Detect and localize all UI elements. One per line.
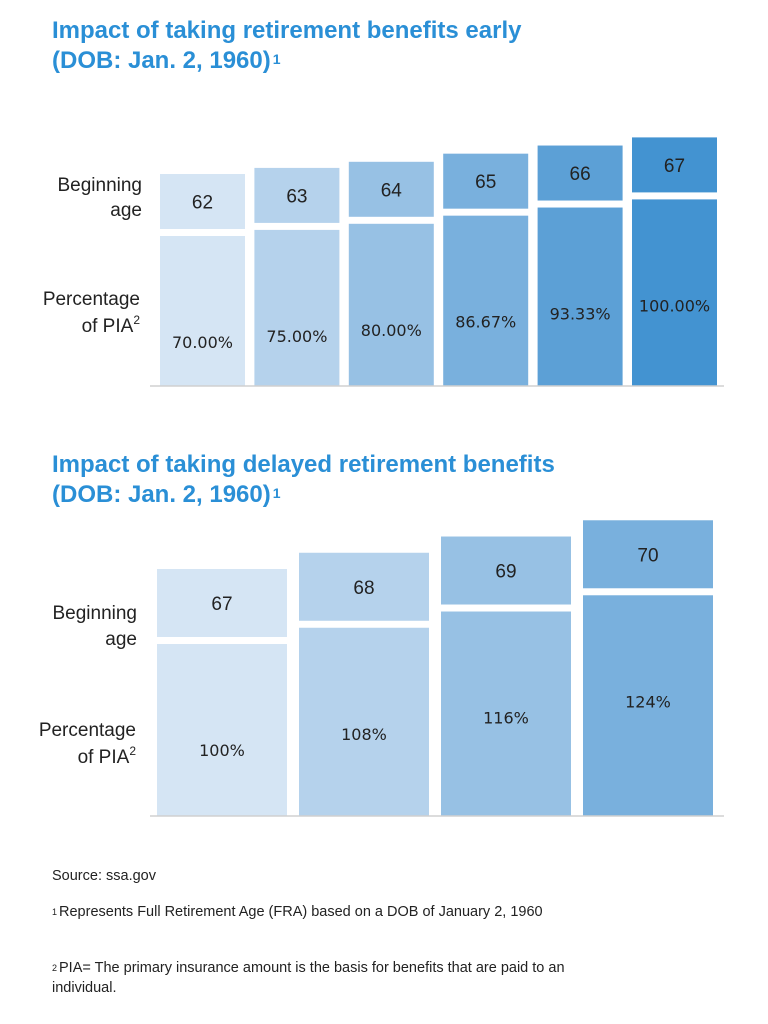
footnote-2-text: PIA= The primary insurance amount is the… (52, 960, 565, 996)
chart1-age-box-67 (632, 137, 717, 193)
chart1-age-box-65 (443, 153, 529, 209)
chart1-pct-label-line2: of PIA2 (82, 313, 141, 337)
chart2-pct-label-67: 100% (199, 741, 245, 760)
chart1-pct-label-62: 70.00% (172, 333, 233, 352)
chart2-title: Impact of taking delayed retirement bene… (52, 450, 555, 510)
chart1-age-label-62: 62 (192, 193, 213, 214)
chart1-age-label-67: 67 (664, 156, 685, 177)
chart1-pct-label-65: 86.67% (455, 313, 516, 332)
chart1-pct-label-64: 80.00% (361, 321, 422, 340)
chart1-pct-bar-67 (632, 199, 717, 386)
chart1-marks: 62 70.00% 63 75.00% 64 80.00% 65 86.67% 66 93.33%… (160, 137, 717, 386)
chart2-pct-bar-68 (299, 627, 429, 816)
chart1-title: Impact of taking retirement benefits ear… (52, 16, 521, 76)
chart1-age-box-66 (537, 145, 623, 201)
chart2-age-label-70: 70 (637, 545, 658, 566)
source-note: Source: ssa.gov (52, 868, 156, 884)
chart2-pct-label-footnote: 2 (129, 744, 136, 758)
chart1-age-label-63: 63 (286, 186, 307, 207)
chart1-age-label-line2: age (110, 200, 142, 221)
footnote-1-marker: 1 (52, 907, 58, 917)
chart2-pct-bar-70 (583, 595, 713, 816)
chart2-pct-label-68: 108% (341, 725, 387, 744)
chart1-age-box-63 (254, 167, 340, 223)
chart1-pct-label-footnote: 2 (133, 313, 140, 327)
chart2-pct-label-line1: Percentage (39, 720, 136, 741)
chart2-age-label-line1: Beginning (52, 603, 137, 624)
chart2-pct-label-70: 124% (625, 692, 671, 711)
chart1-pct-bar-62 (160, 236, 245, 386)
chart1-pct-bar-66 (537, 207, 623, 386)
chart2-age-label-69: 69 (495, 562, 516, 583)
chart1-age-box-64 (348, 161, 434, 217)
chart2-pct-label-text: of PIA (78, 747, 130, 768)
chart2-title-footnote: 1 (272, 485, 281, 501)
chart1-title-footnote: 1 (272, 51, 281, 67)
chart2-pct-label-69: 116% (483, 709, 529, 728)
chart2-marks: 67 100% 68 108% 69 116% 70 124% (157, 520, 713, 816)
footnote-2-marker: 2 (52, 963, 58, 973)
chart1-pct-bar-65 (443, 215, 529, 386)
chart1-title-line1: Impact of taking retirement benefits ear… (52, 17, 522, 44)
footnote-1: 1 Represents Full Retirement Age (FRA) ba… (52, 902, 612, 922)
chart1-age-label-66: 66 (570, 164, 591, 185)
chart2-pct-bar-69 (441, 611, 571, 816)
chart1-age-label-64: 64 (381, 180, 403, 201)
chart1-age-label-line1: Beginning (57, 175, 142, 196)
chart1-age-label-65: 65 (475, 172, 496, 193)
chart2-age-box-69 (441, 536, 571, 605)
chart2-title-line1: Impact of taking delayed retirement bene… (52, 451, 555, 478)
chart1-pct-label-63: 75.00% (266, 327, 327, 346)
chart1-title-line2: (DOB: Jan. 2, 1960) 1 (52, 47, 281, 74)
chart1-pct-bar-64 (348, 223, 434, 386)
chart1-pct-bar-63 (254, 229, 340, 386)
chart2-pct-label-line2: of PIA2 (78, 744, 137, 768)
chart1-pct-label-text: of PIA (82, 316, 134, 337)
chart1-pct-label-67: 100.00% (639, 296, 710, 315)
chart2-title-line2: (DOB: Jan. 2, 1960) 1 (52, 481, 281, 508)
footnote-2: 2 PIA= The primary insurance amount is th… (52, 958, 612, 998)
chart2-age-box-67 (157, 569, 287, 637)
chart2-age-label-line2: age (105, 629, 137, 650)
chart2-pct-bar-67 (157, 644, 287, 816)
chart1-age-box-62 (160, 174, 245, 229)
chart1-pct-label-66: 93.33% (550, 305, 611, 324)
chart2-age-box-68 (299, 552, 429, 621)
chart2-age-label-68: 68 (353, 578, 374, 599)
chart1-pct-label-line1: Percentage (43, 289, 140, 310)
footnote-1-text: Represents Full Retirement Age (FRA) bas… (59, 904, 543, 920)
chart2-age-box-70 (583, 520, 713, 589)
chart2-age-label-67: 67 (211, 594, 232, 615)
